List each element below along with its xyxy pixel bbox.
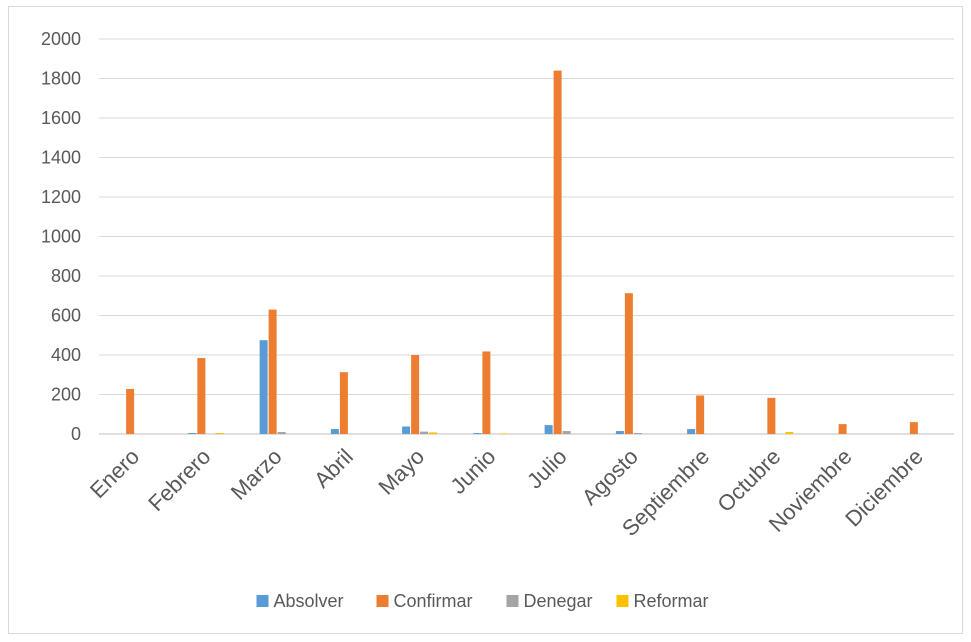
- bar-reformar-junio: [500, 433, 509, 434]
- y-tick-label: 800: [51, 266, 81, 286]
- y-tick-label: 1400: [41, 148, 81, 168]
- legend: Absolver Confirmar Denegar Reformar: [256, 591, 709, 611]
- chart-canvas: 0 200 400 600 800 1000 1200 1400 1600 1800 2000 En…: [41, 29, 954, 611]
- bar-confirmar-julio: [553, 70, 562, 434]
- legend-swatch-denegar: [506, 595, 519, 607]
- legend-label-confirmar: Confirmar: [394, 591, 473, 611]
- bar-confirmar-octubre: [767, 397, 776, 434]
- bar-confirmar-junio: [482, 351, 491, 434]
- bar-confirmar-abril: [339, 372, 348, 434]
- gridlines: [99, 38, 954, 435]
- x-tick-label: Octubre: [712, 444, 785, 517]
- legend-swatch-reformar: [616, 595, 629, 607]
- bar-confirmar-agosto: [624, 293, 633, 434]
- bar-confirmar-febrero: [197, 357, 206, 434]
- bar-confirmar-mayo: [411, 355, 420, 434]
- bar-confirmar-enero: [126, 388, 135, 434]
- bar-confirmar-diciembre: [909, 422, 918, 434]
- bar-reformar-mayo: [429, 432, 438, 434]
- bar-absolver-julio: [544, 425, 553, 434]
- bar-absolver-agosto: [615, 431, 624, 434]
- bar-confirmar-marzo: [268, 309, 277, 434]
- bar-denegar-agosto: [633, 433, 642, 434]
- bar-absolver-marzo: [259, 340, 268, 434]
- bar-absolver-abril: [330, 429, 339, 434]
- bar-absolver-febrero: [188, 433, 197, 434]
- x-tick-label: Marzo: [226, 444, 287, 505]
- bar-absolver-junio: [473, 433, 482, 434]
- bar-absolver-mayo: [402, 426, 411, 434]
- bar-denegar-mayo: [420, 431, 429, 434]
- legend-label-reformar: Reformar: [634, 591, 709, 611]
- y-tick-label: 200: [51, 385, 81, 405]
- y-tick-label: 400: [51, 345, 81, 365]
- bars: [126, 70, 918, 434]
- x-axis-tick-labels: Enero Febrero Marzo Abril Mayo Junio Julio Agos…: [85, 444, 928, 541]
- x-tick-label: Diciembre: [840, 444, 928, 532]
- bar-confirmar-septiembre: [696, 395, 705, 434]
- x-tick-label: Julio: [522, 444, 572, 494]
- y-tick-label: 600: [51, 306, 81, 326]
- y-tick-label: 1600: [41, 108, 81, 128]
- bar-reformar-octubre: [785, 432, 794, 434]
- y-tick-label: 1200: [41, 187, 81, 207]
- chart-area: 0 200 400 600 800 1000 1200 1400 1600 1800 2000 En…: [8, 6, 963, 634]
- y-tick-label: 1800: [41, 69, 81, 89]
- y-axis-tick-labels: 0 200 400 600 800 1000 1200 1400 1600 1800 2000: [41, 29, 81, 444]
- x-tick-label: Febrero: [143, 444, 215, 516]
- bar-denegar-marzo: [277, 432, 286, 434]
- x-tick-label: Agosto: [577, 444, 643, 510]
- bar-absolver-septiembre: [687, 429, 696, 434]
- bar-denegar-julio: [562, 431, 571, 434]
- x-tick-label: Enero: [85, 444, 144, 503]
- y-tick-label: 0: [71, 424, 81, 444]
- legend-swatch-confirmar: [376, 595, 389, 607]
- legend-label-absolver: Absolver: [274, 591, 344, 611]
- y-tick-label: 1000: [41, 227, 81, 247]
- legend-swatch-absolver: [256, 595, 269, 607]
- x-tick-label: Junio: [446, 444, 501, 499]
- x-tick-label: Mayo: [373, 444, 429, 500]
- legend-label-denegar: Denegar: [524, 591, 593, 611]
- y-tick-label: 2000: [41, 29, 81, 49]
- bar-reformar-febrero: [215, 433, 224, 434]
- bar-confirmar-noviembre: [838, 424, 847, 434]
- x-tick-label: Abril: [309, 444, 358, 493]
